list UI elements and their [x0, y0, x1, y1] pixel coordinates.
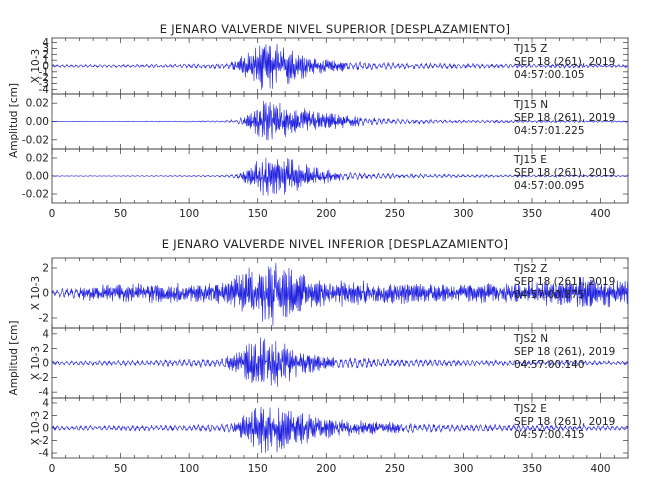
y-tick-label: -0.02: [22, 134, 49, 146]
panel-scale-label: X 10-3: [30, 346, 42, 380]
y-tick-label: -3: [39, 78, 49, 90]
x-tick-label: 200: [316, 463, 336, 475]
waveform-trace: [51, 100, 629, 141]
y-axis-label: Amplitud [cm]: [8, 321, 20, 396]
x-tick-label: 0: [49, 463, 56, 475]
x-tick-label: 150: [248, 208, 268, 220]
y-tick-label: -2: [39, 435, 49, 447]
chart-group-1: E JENARO VALVERDE NIVEL SUPERIOR [DESPLA…: [8, 22, 629, 220]
panel-scale-label: X 10-3: [30, 49, 42, 83]
station-component-label: TJ15 N: [513, 99, 548, 111]
y-axis-label: Amplitud [cm]: [8, 83, 20, 158]
station-component-label: TJS2 E: [513, 403, 547, 415]
record-time: 04:57:01.225: [514, 125, 585, 137]
record-time: 04:57:00.140: [514, 359, 585, 371]
y-tick-label: 0.00: [26, 116, 49, 128]
record-time: 04:57:00.875: [514, 289, 585, 301]
x-tick-label: 400: [591, 208, 611, 220]
y-tick-label: -0.02: [22, 189, 49, 201]
x-tick-label: 200: [316, 208, 336, 220]
record-date: SEP 18 (261), 2019: [514, 276, 615, 288]
x-tick-label: 350: [522, 463, 542, 475]
station-component-label: TJS2 N: [513, 333, 548, 345]
record-date: SEP 18 (261), 2019: [514, 56, 615, 68]
y-tick-label: -2: [39, 72, 49, 84]
station-component-label: TJ15 E: [513, 154, 547, 166]
waveform-trace: [51, 262, 629, 326]
panel-scale-label: X 10-3: [30, 411, 42, 445]
station-component-label: TJ15 Z: [513, 43, 547, 55]
record-time: 04:57:00.105: [514, 69, 585, 81]
x-tick-label: 50: [114, 463, 127, 475]
y-tick-label: 0: [42, 61, 49, 73]
x-tick-label: 400: [591, 463, 611, 475]
chart-title: E JENARO VALVERDE NIVEL SUPERIOR [DESPLA…: [160, 22, 511, 36]
y-tick-label: 0: [42, 288, 49, 300]
y-tick-label: 0: [42, 358, 49, 370]
y-tick-label: -2: [39, 372, 49, 384]
y-tick-label: -4: [39, 387, 50, 399]
record-date: SEP 18 (261), 2019: [514, 167, 615, 179]
y-tick-label: 0: [42, 423, 49, 435]
y-tick-label: -1: [39, 66, 49, 78]
y-tick-label: 1: [42, 55, 49, 67]
waveform-trace: [51, 337, 629, 387]
y-tick-label: 4: [42, 398, 49, 410]
waveform-trace: [51, 43, 629, 90]
panel-scale-label: X 10-3: [30, 276, 42, 310]
record-date: SEP 18 (261), 2019: [514, 346, 615, 358]
station-component-label: TJS2 Z: [513, 263, 547, 275]
y-tick-label: -4: [39, 448, 50, 460]
y-tick-label: 0.02: [26, 153, 49, 165]
chart-group-2: E JENARO VALVERDE NIVEL INFERIOR [DESPLA…: [8, 237, 629, 475]
y-tick-label: -2: [39, 313, 49, 325]
x-tick-label: 350: [522, 208, 542, 220]
y-tick-label: 0.00: [26, 171, 49, 183]
y-tick-label: 2: [42, 263, 49, 275]
x-tick-label: 0: [49, 208, 56, 220]
y-tick-label: -4: [39, 84, 50, 96]
x-tick-label: 300: [453, 463, 473, 475]
waveform-trace: [51, 407, 629, 453]
y-tick-label: 2: [42, 343, 49, 355]
x-tick-label: 50: [114, 208, 127, 220]
y-tick-label: 2: [42, 410, 49, 422]
y-tick-label: 4: [42, 328, 49, 340]
waveform-trace: [51, 157, 629, 196]
y-tick-label: 0.02: [26, 98, 49, 110]
x-tick-label: 150: [248, 463, 268, 475]
y-tick-label: 4: [42, 37, 49, 49]
x-tick-label: 100: [179, 463, 199, 475]
chart-title: E JENARO VALVERDE NIVEL INFERIOR [DESPLA…: [162, 237, 509, 251]
x-tick-label: 300: [453, 208, 473, 220]
record-time: 04:57:00.095: [514, 180, 585, 192]
x-tick-label: 100: [179, 208, 199, 220]
record-date: SEP 18 (261), 2019: [514, 112, 615, 124]
record-time: 04:57:00.415: [514, 429, 585, 441]
x-tick-label: 250: [385, 463, 405, 475]
y-tick-label: 2: [42, 49, 49, 61]
y-tick-label: 3: [42, 43, 49, 55]
x-tick-label: 250: [385, 208, 405, 220]
record-date: SEP 18 (261), 2019: [514, 416, 615, 428]
